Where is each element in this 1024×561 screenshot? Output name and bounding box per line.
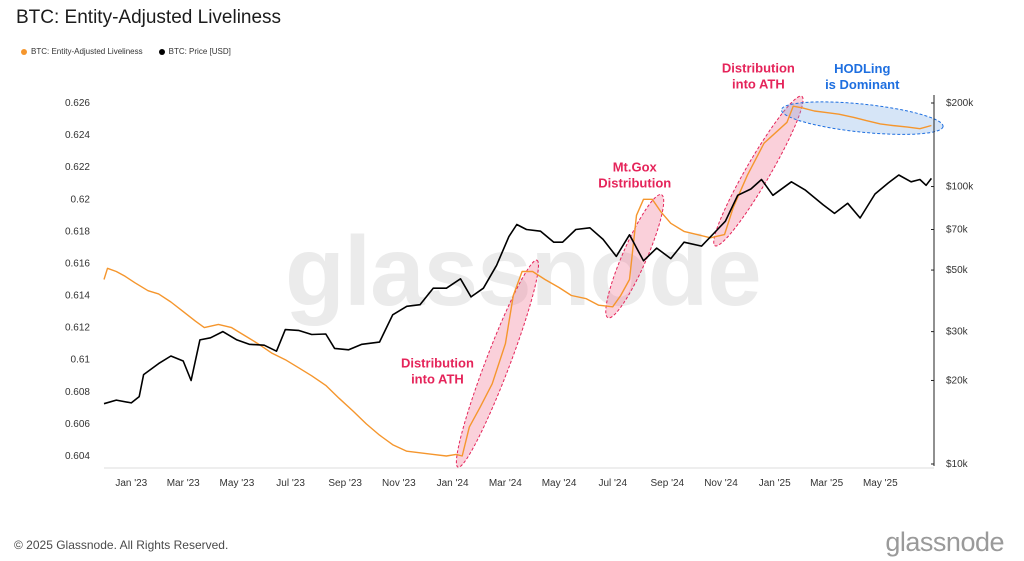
x-axis-tick-label: Jul '24 — [598, 478, 627, 489]
x-axis-tick-label: Jan '24 — [437, 478, 469, 489]
left-axis-tick-label: 0.612 — [65, 323, 90, 334]
annotation-ellipse — [605, 193, 665, 319]
annotation-label-line: is Dominant — [825, 77, 900, 92]
x-axis-tick-label: Nov '24 — [704, 478, 738, 489]
x-axis-tick-label: May '24 — [542, 478, 577, 489]
left-axis-tick-label: 0.608 — [65, 387, 90, 398]
annotation-label-line: into ATH — [411, 372, 464, 387]
left-axis-tick-label: 0.618 — [65, 226, 90, 237]
x-axis-tick-label: Jul '23 — [276, 478, 305, 489]
x-axis-tick-label: May '25 — [863, 478, 898, 489]
left-axis-tick-label: 0.62 — [71, 194, 91, 205]
x-axis-tick-label: Jan '23 — [115, 478, 147, 489]
right-axis-tick-label: $20k — [946, 375, 969, 386]
annotation-label-line: Mt.Gox — [613, 160, 658, 175]
right-axis-tick-label: $10k — [946, 459, 969, 470]
legend: BTC: Entity-Adjusted Liveliness BTC: Pri… — [21, 47, 231, 56]
annotation-ellipse — [455, 259, 539, 468]
left-axis-tick-label: 0.624 — [65, 130, 90, 141]
legend-item-price[interactable]: BTC: Price [USD] — [158, 47, 231, 56]
annotation-ellipse — [780, 101, 944, 135]
x-axis-tick-label: Sep '24 — [651, 478, 685, 489]
annotation-label: Distribution into ATH — [401, 356, 474, 387]
liveliness-line — [103, 105, 932, 457]
x-axis-tick-label: Mar '25 — [810, 478, 843, 489]
glassnode-logo[interactable]: glassnode — [885, 527, 1004, 557]
annotation-label-line: Distribution — [722, 61, 795, 76]
right-axis-tick-label: $100k — [946, 182, 974, 193]
axes-layer: 0.626 0.624 0.622 0.62 0.618 0.616 0.614 0.612 0… — [65, 95, 974, 489]
right-axis-tick-label: $30k — [946, 327, 969, 338]
price-dot-icon — [158, 48, 165, 55]
right-axis-tick-label: $200k — [946, 98, 974, 109]
left-axis-tick-label: 0.622 — [65, 162, 90, 173]
annotation-label: Mt.Gox Distribution — [598, 160, 671, 191]
legend-label-price: BTC: Price [USD] — [168, 47, 231, 56]
annotation-ellipse — [713, 95, 804, 247]
annotation-label-line: HODLing — [834, 61, 890, 76]
annotation-layer — [455, 95, 944, 468]
left-axis-tick-label: 0.614 — [65, 291, 90, 302]
liveliness-dot-icon — [21, 48, 27, 55]
right-axis-tick-label: $50k — [946, 265, 969, 276]
x-axis-tick-label: Mar '23 — [167, 478, 200, 489]
chart-title: BTC: Entity-Adjusted Liveliness — [16, 7, 282, 28]
series-layer — [103, 105, 933, 457]
annotation-label-line: Distribution — [598, 176, 671, 191]
x-axis-tick-label: May '23 — [220, 478, 255, 489]
price-line — [103, 174, 933, 405]
x-axis-tick-label: Jan '25 — [759, 478, 791, 489]
x-axis-tick-label: Sep '23 — [328, 478, 362, 489]
x-axis-tick-label: Nov '23 — [382, 478, 416, 489]
annotation-label: HODLing is Dominant — [825, 61, 900, 92]
left-axis-tick-label: 0.626 — [65, 98, 90, 109]
left-axis-tick-label: 0.604 — [65, 451, 90, 462]
right-axis-tick-label: $70k — [946, 225, 969, 236]
annotation-label-line: into ATH — [732, 77, 785, 92]
x-axis-tick-label: Mar '24 — [489, 478, 522, 489]
copyright-text: © 2025 Glassnode. All Rights Reserved. — [14, 538, 229, 552]
annotation-label: Distribution into ATH — [722, 61, 795, 92]
annotation-label-line: Distribution — [401, 356, 474, 371]
legend-label-liveliness: BTC: Entity-Adjusted Liveliness — [31, 47, 143, 56]
left-axis-tick-label: 0.606 — [65, 419, 90, 430]
legend-item-liveliness[interactable]: BTC: Entity-Adjusted Liveliness — [21, 47, 143, 56]
left-axis-tick-label: 0.616 — [65, 258, 90, 269]
left-axis-tick-label: 0.61 — [71, 355, 91, 366]
